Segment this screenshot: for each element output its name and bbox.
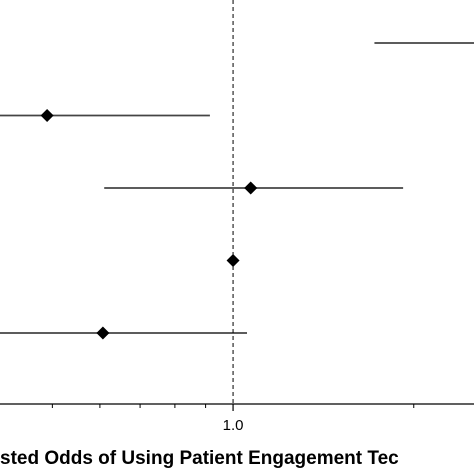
x-axis-label: sted Odds of Using Patient Engagement Te… [0, 448, 399, 469]
point-estimate [96, 326, 110, 340]
plot-area [0, 42, 474, 340]
point-estimate [244, 181, 258, 195]
x-tick-label: 1.0 [223, 417, 244, 434]
point-estimate [40, 109, 54, 122]
